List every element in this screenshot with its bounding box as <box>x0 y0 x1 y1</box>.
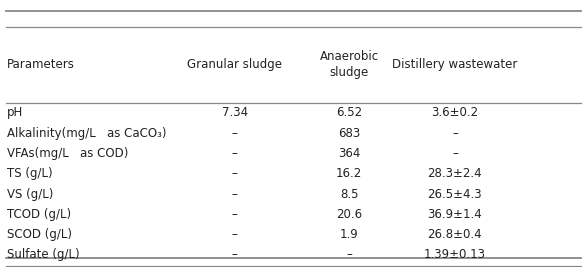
Text: 26.5±4.3: 26.5±4.3 <box>427 188 483 201</box>
Text: 364: 364 <box>338 147 360 160</box>
Text: 1.39±0.13: 1.39±0.13 <box>424 249 486 261</box>
Text: Distillery wastewater: Distillery wastewater <box>392 58 518 71</box>
Text: 28.3±2.4: 28.3±2.4 <box>427 167 483 180</box>
Text: 3.6±0.2: 3.6±0.2 <box>431 107 478 119</box>
Text: –: – <box>452 147 458 160</box>
Text: TS (g/L): TS (g/L) <box>7 167 53 180</box>
Text: –: – <box>232 188 238 201</box>
Text: 36.9±1.4: 36.9±1.4 <box>427 208 483 221</box>
Text: Anaerobic
sludge: Anaerobic sludge <box>320 50 379 79</box>
Text: TCOD (g/L): TCOD (g/L) <box>7 208 71 221</box>
Text: –: – <box>232 249 238 261</box>
Text: VS (g/L): VS (g/L) <box>7 188 53 201</box>
Text: –: – <box>232 208 238 221</box>
Text: SCOD (g/L): SCOD (g/L) <box>7 228 72 241</box>
Text: Parameters: Parameters <box>7 58 75 71</box>
Text: 1.9: 1.9 <box>340 228 359 241</box>
Text: 8.5: 8.5 <box>340 188 359 201</box>
Text: –: – <box>232 147 238 160</box>
Text: VFAs(mg/L   as COD): VFAs(mg/L as COD) <box>7 147 129 160</box>
Text: 7.34: 7.34 <box>222 107 248 119</box>
Text: –: – <box>232 228 238 241</box>
Text: –: – <box>452 127 458 140</box>
Text: –: – <box>232 127 238 140</box>
Text: Granular sludge: Granular sludge <box>187 58 282 71</box>
Text: 6.52: 6.52 <box>336 107 362 119</box>
Text: 683: 683 <box>338 127 360 140</box>
Text: 26.8±0.4: 26.8±0.4 <box>427 228 483 241</box>
Text: Sulfate (g/L): Sulfate (g/L) <box>7 249 80 261</box>
Text: 16.2: 16.2 <box>336 167 362 180</box>
Text: –: – <box>232 167 238 180</box>
Text: –: – <box>346 249 352 261</box>
Text: pH: pH <box>7 107 23 119</box>
Text: Alkalinity(mg/L   as CaCO₃): Alkalinity(mg/L as CaCO₃) <box>7 127 167 140</box>
Text: 20.6: 20.6 <box>336 208 362 221</box>
